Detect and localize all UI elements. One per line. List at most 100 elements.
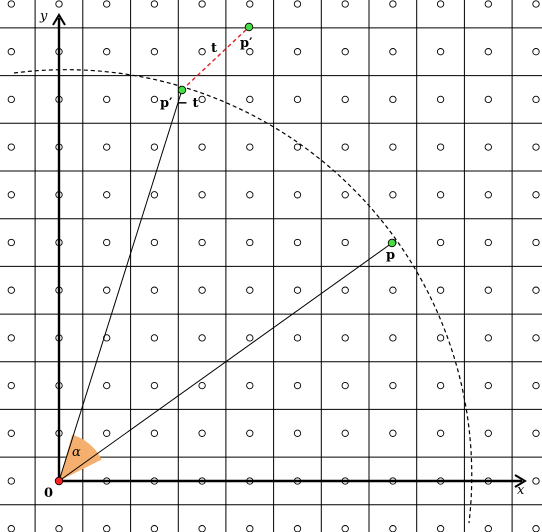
lattice-sample-circle xyxy=(150,381,159,390)
lattice-sample-circle xyxy=(55,0,63,8)
lattice-sample-circle xyxy=(7,238,15,247)
lattice-sample-circle xyxy=(246,429,254,437)
translation-vector-t xyxy=(181,26,250,91)
lattice-sample-circle xyxy=(246,48,254,56)
lattice-sample-circle xyxy=(293,48,302,56)
lattice-sample-circle xyxy=(532,477,540,485)
point-p xyxy=(387,238,397,248)
lattice-sample-circle xyxy=(484,429,492,437)
point-p-prime-minus-t xyxy=(177,85,187,95)
lattice-sample-circle xyxy=(341,0,349,8)
lattice-sample-circle xyxy=(293,381,302,390)
lattice-sample-circle xyxy=(293,238,302,247)
lattice-sample-circle xyxy=(246,525,254,532)
lattice-sample-circle xyxy=(198,95,206,104)
lattice-sample-circle xyxy=(389,525,397,532)
lattice-sample-circle xyxy=(103,238,111,247)
lattice-sample-circle xyxy=(150,48,159,56)
lattice-sample-circle xyxy=(389,0,397,8)
lattice-sample-circle xyxy=(484,334,492,342)
lattice-sample-circle xyxy=(246,191,254,199)
point-p-prime xyxy=(244,22,254,32)
lattice-sample-circle xyxy=(436,381,445,390)
lattice-sample-circle xyxy=(198,143,206,151)
lattice-sample-circle xyxy=(198,525,206,532)
lattice-sample-circle xyxy=(150,191,159,199)
lattice-sample-circle xyxy=(150,143,159,151)
lattice-sample-circle xyxy=(389,95,397,104)
lattice-sample-circle xyxy=(55,525,63,532)
y-axis-label: y xyxy=(39,9,48,24)
lattice-sample-circle xyxy=(389,286,397,294)
lattice-sample-circle xyxy=(532,143,540,151)
lattice-sample-circle xyxy=(7,143,15,151)
lattice-sample-circle xyxy=(532,525,540,532)
lattice-sample-circle xyxy=(436,525,445,532)
lattice-sample-circle xyxy=(341,381,349,390)
lattice-sample-circle xyxy=(7,191,15,199)
point-p-prime-label: p′ xyxy=(240,36,253,51)
lattice-sample-circle xyxy=(198,381,206,390)
lattice-sample-circle xyxy=(150,286,159,294)
lattice-sample-circle xyxy=(341,429,349,437)
rotation-arc xyxy=(13,69,473,524)
lattice-sample-circle xyxy=(341,191,349,199)
lattice-sample-circle xyxy=(341,525,349,532)
lattice-sample-circle xyxy=(150,429,159,437)
vector-to-p-prime-minus-t xyxy=(58,89,183,482)
lattice-sample-circle xyxy=(246,238,254,247)
angle-label: α xyxy=(72,445,81,460)
lattice-sample-circle xyxy=(103,525,111,532)
lattice-sample-circle xyxy=(436,238,445,247)
lattice-sample-circle xyxy=(103,48,111,56)
origin-label: 0 xyxy=(44,486,53,501)
lattice-sample-circle xyxy=(198,334,206,342)
lattice-sample-circle xyxy=(436,191,445,199)
lattice-sample-circle xyxy=(532,286,540,294)
lattice-sample-circle xyxy=(532,191,540,199)
y-axis-arrow-icon xyxy=(52,13,66,26)
lattice-sample-circle xyxy=(7,429,15,437)
lattice-sample-circle xyxy=(103,95,111,104)
point-p-prime-minus-t-label: p′ − t xyxy=(160,96,198,111)
lattice-sample-circle xyxy=(293,143,302,151)
lattice-sample-circle xyxy=(246,0,254,8)
lattice-sample-circle xyxy=(150,334,159,342)
lattice-sample-circle xyxy=(436,429,445,437)
lattice-sample-circle xyxy=(532,95,540,104)
lattice-sample-circle xyxy=(484,0,492,8)
lattice-sample-circle xyxy=(532,381,540,390)
lattice-sample-circle xyxy=(198,238,206,247)
lattice-sample-circle xyxy=(293,191,302,199)
lattice-sample-circle xyxy=(532,0,540,8)
axes xyxy=(57,18,522,483)
lattice-sample-circle xyxy=(484,48,492,56)
lattice-sample-circle xyxy=(293,525,302,532)
lattice-sample-circle xyxy=(436,334,445,342)
lattice-sample-circle xyxy=(246,334,254,342)
lattice-sample-circle xyxy=(341,286,349,294)
lattice-sample-circle xyxy=(246,381,254,390)
lattice-sample-circle xyxy=(7,0,15,8)
lattice-sample-circle xyxy=(103,143,111,151)
lattice-sample-circle xyxy=(150,95,159,104)
lattice-sample-circle xyxy=(532,48,540,56)
lattice-sample-points xyxy=(7,0,540,532)
lattice-sample-circle xyxy=(293,286,302,294)
lattice-sample-circle xyxy=(484,191,492,199)
lattice-sample-circle xyxy=(103,0,111,8)
lattice-sample-circle xyxy=(389,48,397,56)
lattice-sample-circle xyxy=(341,334,349,342)
lattice-sample-circle xyxy=(198,48,206,56)
lattice-sample-circle xyxy=(532,429,540,437)
lattice-sample-circle xyxy=(7,48,15,56)
lattice-sample-circle xyxy=(389,334,397,342)
lattice-sample-circle xyxy=(341,143,349,151)
origin-point xyxy=(54,476,64,486)
lattice-sample-circle xyxy=(246,143,254,151)
lattice-sample-circle xyxy=(484,238,492,247)
lattice-sample-circle xyxy=(436,0,445,8)
lattice-sample-circle xyxy=(436,143,445,151)
